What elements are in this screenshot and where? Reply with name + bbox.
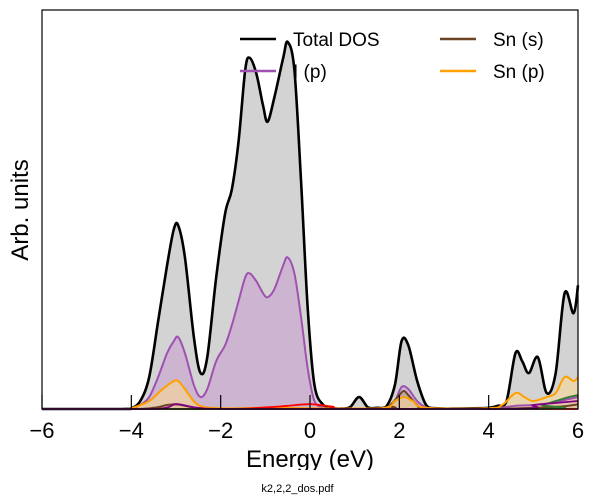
x-tick-label: −2 [208,418,233,443]
fill-series-1 [42,257,578,409]
fill-series-3 [42,376,578,409]
dos-chart: −6 −4 −2 0 2 4 6 Energy (eV) Arb. units Total … [7,9,584,470]
x-tick-label: 2 [393,418,405,443]
legend-label: Sn (s) [493,30,544,51]
file-caption: k2,2,2_dos.pdf [261,483,334,495]
legend-label: I (p) [293,62,327,83]
legend-label: Sn (p) [493,62,545,83]
series-lines [42,40,580,411]
x-tick-label: 0 [304,418,316,443]
legend-label: Total DOS [293,30,380,51]
x-tick-label: −4 [119,418,144,443]
line-series-3 [42,375,579,411]
y-axis-title: Arb. units [7,159,34,260]
fill-series-0 [42,41,578,409]
x-tick-label: −6 [29,418,54,443]
legend: Total DOS Sn (s) I (p) Sn (p) [240,30,545,83]
line-series-0 [42,40,580,411]
x-tick-label: 4 [483,418,495,443]
x-axis-title: Energy (eV) [246,446,374,470]
x-ticks: −6 −4 −2 0 2 4 6 [29,395,584,443]
x-tick-label: 6 [572,418,584,443]
